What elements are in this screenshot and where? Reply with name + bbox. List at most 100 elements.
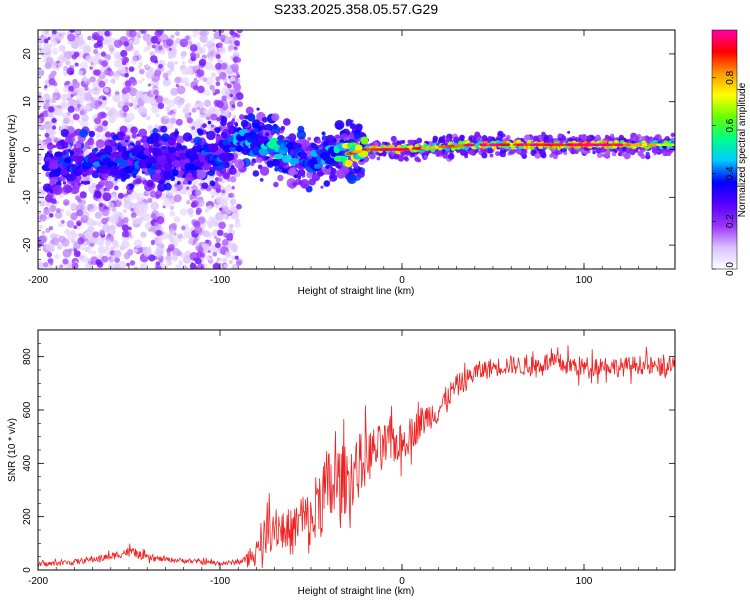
spectrogram-halo-mark [132, 174, 137, 178]
spectrogram-halo-mark [135, 140, 141, 146]
spectrogram-noise-mark [174, 183, 179, 188]
spectrogram-noise-mark [211, 195, 215, 199]
spectrogram-noise-mark [177, 233, 184, 239]
spectrogram-noise-mark [88, 185, 92, 190]
spectrogram-halo-mark [325, 164, 330, 169]
spectrogram-halo-mark [165, 142, 170, 147]
spectrogram-halo-mark [126, 186, 130, 190]
spectrogram-halo-mark [114, 177, 118, 181]
spectrogram-noise-mark [196, 79, 200, 83]
spectrogram-noise-mark [151, 44, 156, 49]
spectrogram-noise-mark [139, 216, 145, 221]
spectrogram-halo-mark [310, 143, 316, 149]
spectrogram-halo-mark [102, 192, 112, 202]
spectrogram-halo-mark [67, 148, 71, 152]
spectrogram-halo-mark [209, 166, 216, 174]
spectrogram-halo-mark [651, 147, 658, 154]
spectrogram-noise-mark [74, 62, 79, 67]
spectrogram-noise-mark [51, 198, 57, 205]
spectrogram-halo-mark [323, 180, 331, 187]
spectrogram-halo-mark [307, 137, 312, 141]
spectrogram-noise-mark [128, 102, 134, 107]
snr-x-tick-label: -100 [210, 576, 230, 587]
spectrogram-halo-mark [146, 179, 154, 188]
spectrogram-noise-mark [232, 114, 237, 119]
spectrogram-ridge-mark [161, 148, 169, 154]
spectrogram-noise-mark [223, 195, 230, 202]
spectrogram-noise-mark [52, 94, 58, 99]
spectrogram-noise-mark [38, 261, 44, 269]
snr-series [38, 345, 675, 569]
spectrogram-noise-mark [117, 111, 121, 115]
spectrogram-noise-mark [77, 70, 83, 76]
spectrogram-core-mark [403, 147, 410, 151]
spectrogram-halo-mark [217, 184, 221, 189]
spectrogram-halo-mark [42, 183, 52, 192]
spectrogram-noise-mark [83, 92, 93, 101]
spectrogram-noise-mark [126, 112, 135, 121]
spectrogram-noise-mark [195, 242, 200, 247]
colorbar-ticks: 0.0 0.2 0.4 0.6 0.8 [712, 70, 736, 276]
spectrogram-noise-mark [205, 255, 212, 261]
spectrogram-noise-mark [170, 222, 177, 229]
spectrogram-halo-mark [197, 129, 204, 135]
spectrogram-noise-mark [49, 261, 54, 266]
spectrogram-noise-mark [82, 247, 87, 252]
spectrogram-noise-mark [123, 85, 131, 93]
spectrogram-noise-mark [166, 252, 171, 257]
spectrogram-noise-mark [162, 97, 170, 105]
spectrogram-noise-mark [236, 101, 243, 108]
spectrogram-noise-mark [236, 118, 240, 123]
spectrogram-noise-mark [166, 122, 174, 130]
spectrogram-marks [38, 30, 675, 269]
spectrogram-noise-mark [165, 255, 172, 262]
spectrogram-halo-mark [117, 192, 125, 199]
spectrogram-noise-mark [39, 225, 43, 229]
spectrogram-halo-mark [353, 132, 361, 139]
spectrogram-noise-mark [43, 208, 50, 215]
spectrogram-noise-mark [57, 62, 64, 68]
spectrogram-noise-mark [105, 106, 109, 110]
spectrogram-noise-mark [218, 221, 226, 230]
spectrogram-ridge-mark [491, 145, 497, 150]
spectrogram-noise-mark [174, 76, 181, 84]
spectrogram-noise-mark [221, 189, 226, 194]
spectrogram-halo-mark [397, 155, 405, 162]
spectrogram-noise-mark [97, 35, 104, 42]
spectrogram-halo-mark [293, 174, 298, 179]
spectrogram-noise-mark [173, 194, 182, 203]
spectrogram-ridge-mark [110, 169, 121, 176]
spectrogram-halo-mark [534, 152, 541, 159]
colorbar-tick-label: 0.2 [725, 214, 736, 228]
spectrogram-noise-mark [213, 92, 217, 96]
spectrogram-noise-mark [54, 253, 60, 260]
spectrogram-noise-mark [177, 238, 182, 242]
spectrogram-halo-mark [254, 128, 260, 134]
spectrogram-noise-mark [79, 61, 88, 70]
spectrogram-noise-mark [155, 261, 161, 266]
spectrogram-noise-mark [118, 198, 122, 202]
spectrogram-noise-mark [113, 39, 123, 48]
spectrogram-halo-mark [308, 178, 316, 186]
spectrogram-noise-mark [72, 81, 80, 89]
spectrogram-noise-mark [84, 262, 91, 269]
spectrogram-ridge-mark [118, 158, 128, 168]
snr-x-axis-label: Height of straight line (km) [298, 586, 415, 597]
spectrogram-halo-mark [261, 116, 268, 123]
spectrogram-noise-mark [38, 91, 42, 97]
spectrogram-noise-mark [154, 221, 159, 227]
spectrogram-halo-mark [182, 132, 193, 142]
spectrogram-halo-mark [187, 180, 192, 185]
spectrogram-noise-mark [168, 47, 172, 51]
spectrogram-halo-mark [135, 178, 142, 185]
spectrogram-halo-mark [442, 135, 446, 139]
spectrogram-noise-mark [45, 227, 51, 233]
spectrogram-halo-mark [306, 171, 314, 179]
spectrogram-noise-mark [43, 102, 50, 110]
spectrogram-halo-mark [252, 170, 260, 177]
spectrogram-noise-mark [195, 100, 200, 104]
spectrogram-noise-mark [227, 96, 232, 100]
spectrogram-noise-mark [197, 263, 205, 269]
snr-panel: -200 -100 0 100 0 200 400 600 800 Height of stra… [7, 329, 676, 597]
spectrogram-noise-mark [38, 140, 44, 148]
